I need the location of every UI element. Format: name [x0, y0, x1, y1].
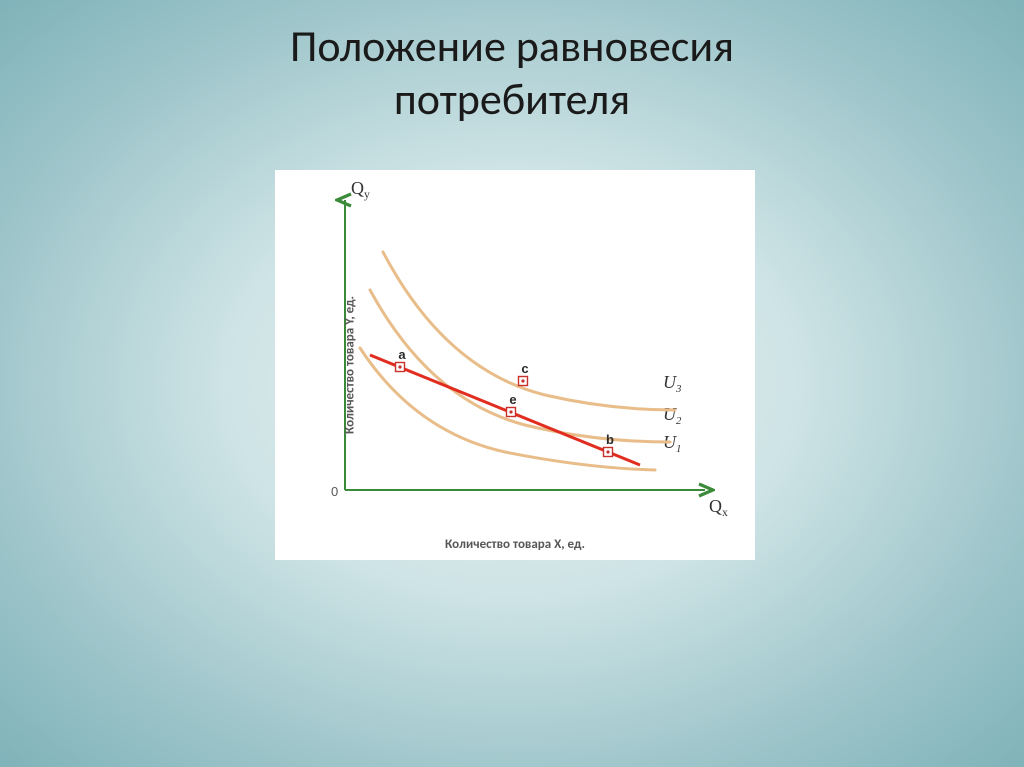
point-e: e: [507, 392, 517, 417]
x-axis-title: Количество товара X, ед.: [275, 537, 755, 552]
curve-U2: [370, 290, 670, 442]
point-b: b: [604, 432, 615, 457]
y-axis-title: Количество товара Y, ед.: [343, 296, 358, 434]
budget-line: [370, 355, 640, 465]
curve-label-U1: U1: [663, 432, 681, 455]
svg-text:Qy: Qy: [351, 178, 370, 201]
svg-text:a: a: [398, 347, 406, 362]
svg-text:e: e: [509, 392, 516, 407]
svg-text:Qx: Qx: [709, 496, 728, 519]
title-line-1: Положение равновесия: [290, 19, 734, 73]
slide: Положение равновесия потребителя 0 Qy Qx U1…: [0, 0, 1024, 767]
equilibrium-chart: 0 Qy Qx U1 U2 U3 a c e b Количество товара Y, ед.…: [275, 170, 755, 560]
svg-text:0: 0: [331, 484, 338, 499]
curve-U3: [383, 252, 675, 410]
slide-title: Положение равновесия потребителя: [0, 0, 1024, 126]
point-a: a: [396, 347, 407, 372]
svg-text:b: b: [606, 432, 614, 447]
curve-label-U3: U3: [663, 372, 682, 395]
curve-label-U2: U2: [663, 404, 682, 427]
title-line-2: потребителя: [394, 72, 630, 126]
point-c: c: [519, 361, 529, 386]
svg-text:c: c: [521, 361, 528, 376]
